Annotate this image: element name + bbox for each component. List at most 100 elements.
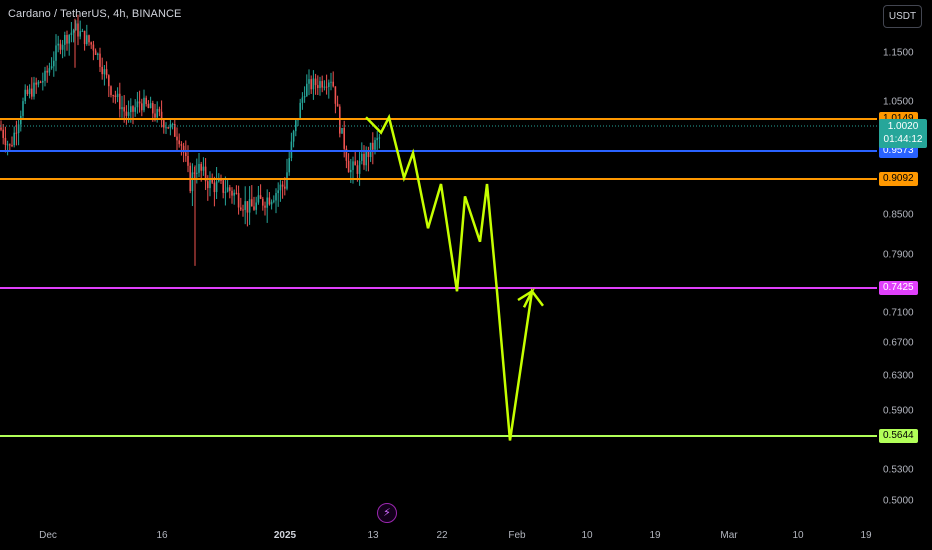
candle-body xyxy=(367,150,370,158)
candle-body xyxy=(336,103,339,107)
candle-body xyxy=(66,35,68,44)
candle-body xyxy=(266,197,268,208)
candle-body xyxy=(147,104,150,109)
time-axis-label: 10 xyxy=(792,530,804,541)
candle-body xyxy=(233,192,235,196)
candle-body xyxy=(299,102,301,119)
time-axis-label: Mar xyxy=(720,530,738,541)
candle-body xyxy=(114,95,117,98)
candle-body xyxy=(59,43,62,50)
candle-body xyxy=(35,82,37,85)
candle-body xyxy=(204,166,207,182)
candle-body xyxy=(48,68,51,73)
candle-body xyxy=(37,81,40,85)
candle-body xyxy=(341,128,343,134)
candle-body xyxy=(81,30,84,32)
candle-body xyxy=(330,81,332,83)
candle-body xyxy=(163,120,165,128)
lightning-icon[interactable]: ⚡︎ xyxy=(377,503,397,523)
candle-body xyxy=(255,202,257,210)
candle-body xyxy=(167,127,169,129)
candle-body xyxy=(105,69,108,76)
candle-body xyxy=(275,193,277,201)
candle-body xyxy=(0,127,2,130)
price-axis-label: 0.5300 xyxy=(883,464,914,476)
candle-body xyxy=(242,209,244,211)
candle-body xyxy=(158,108,161,112)
candle-body xyxy=(72,30,75,33)
candle-body xyxy=(253,206,255,210)
candle-body xyxy=(165,127,167,129)
candle-body xyxy=(33,82,35,97)
candle-body xyxy=(246,201,249,213)
price-axis-label: 0.8500 xyxy=(883,209,914,221)
candle-body xyxy=(262,198,264,206)
candle-body xyxy=(209,179,211,189)
candle-body xyxy=(347,160,350,173)
candle-body xyxy=(70,32,73,36)
candle-body xyxy=(339,106,341,134)
candle-body xyxy=(88,35,90,43)
candle-body xyxy=(328,82,330,88)
candle-body xyxy=(378,137,381,139)
time-axis-label: 13 xyxy=(367,530,379,541)
candle-body xyxy=(112,95,114,97)
candle-body xyxy=(191,172,194,192)
candle-body xyxy=(229,187,231,191)
level-price-tag: 0.7425 xyxy=(879,281,918,295)
price-axis-label: 1.1500 xyxy=(883,47,914,59)
candle-body xyxy=(202,166,205,171)
candle-body xyxy=(77,23,79,37)
candle-body xyxy=(354,161,356,166)
candle-body xyxy=(248,199,251,213)
candle-body xyxy=(46,70,48,73)
projection-path xyxy=(365,113,544,441)
candle-body xyxy=(273,200,275,202)
price-axis-label: 0.7900 xyxy=(883,249,914,261)
candle-body xyxy=(28,88,31,95)
candle-body xyxy=(301,97,304,103)
time-axis-label: 16 xyxy=(156,530,168,541)
candle-body xyxy=(211,179,213,183)
candle-body xyxy=(119,93,121,110)
candle-body xyxy=(292,131,295,142)
price-axis-label: 0.5900 xyxy=(883,405,914,417)
price-axis-label: 0.5000 xyxy=(883,495,914,507)
candle-body xyxy=(127,112,130,116)
candle-body xyxy=(213,182,216,193)
candle-body xyxy=(156,108,158,118)
candle-body xyxy=(226,187,229,192)
currency-button[interactable]: USDT xyxy=(883,5,922,28)
candle-body xyxy=(200,163,202,171)
projection-arrowhead xyxy=(517,287,536,308)
candle-body xyxy=(187,155,189,166)
candle-body xyxy=(288,158,290,173)
candle-body xyxy=(26,89,29,95)
candle-body xyxy=(308,79,310,84)
candle-body xyxy=(110,86,112,96)
candle-body xyxy=(257,195,260,203)
candle-body xyxy=(17,124,20,134)
candle-body xyxy=(176,136,178,141)
candle-body xyxy=(319,81,321,88)
candle-body xyxy=(310,79,312,90)
candle-body xyxy=(42,80,44,83)
time-axis-label: 2025 xyxy=(273,530,297,541)
candle-body xyxy=(15,132,18,134)
candle-body xyxy=(215,181,218,193)
candle-body xyxy=(99,53,101,67)
candle-body xyxy=(356,165,359,174)
candle-body xyxy=(268,197,271,205)
candle-body xyxy=(222,180,224,193)
level-price-tag: 0.9092 xyxy=(879,172,918,186)
candle-body xyxy=(345,148,348,161)
candle-body xyxy=(198,163,200,173)
chart-title: Cardano / TetherUS, 4h, BINANCE xyxy=(8,8,182,20)
candle-body xyxy=(244,201,246,210)
candle-body xyxy=(64,35,66,45)
candle-body xyxy=(259,195,262,199)
candle-body xyxy=(321,81,323,88)
candle-body xyxy=(303,95,306,98)
countdown-timer: 01:44:12 xyxy=(883,134,923,145)
